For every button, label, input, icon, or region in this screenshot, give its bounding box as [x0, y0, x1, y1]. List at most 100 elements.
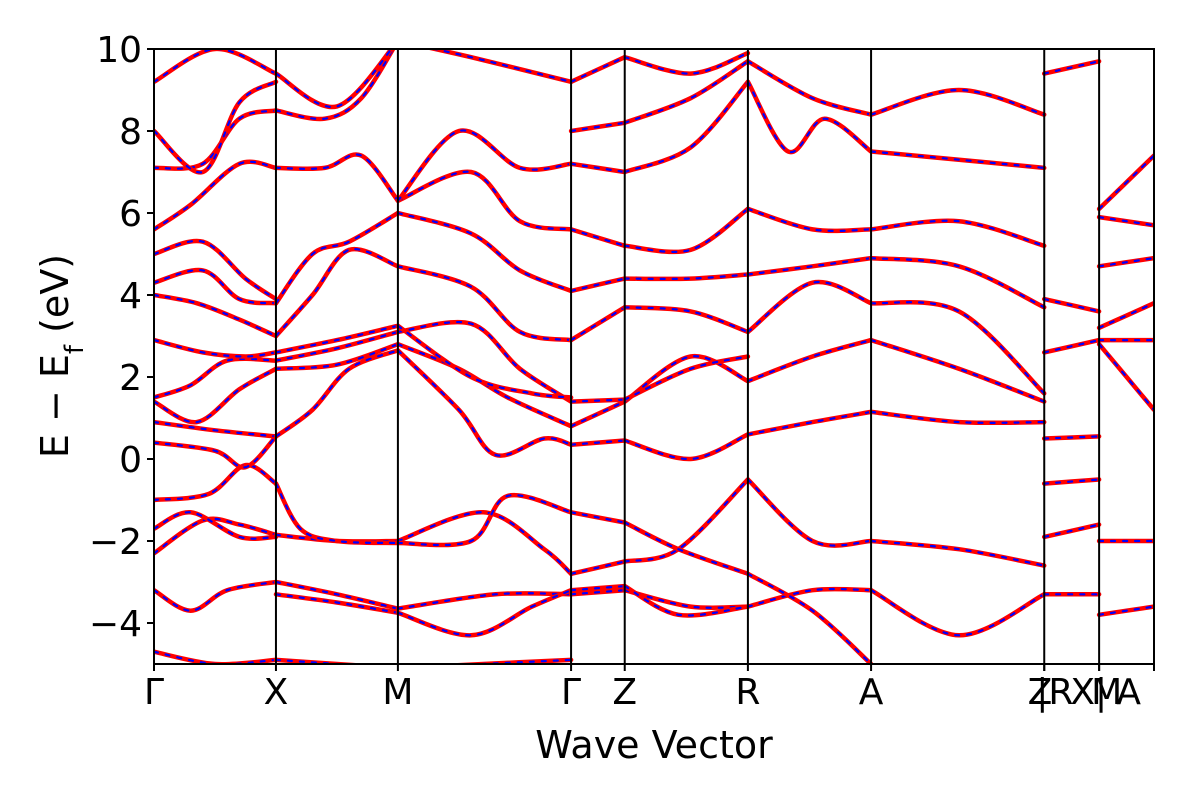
band-line-blue-7-4 [1043, 339, 1101, 354]
band-line-blue-6-1 [870, 539, 1046, 567]
band-line-blue-8-0 [1098, 605, 1154, 616]
band-line-blue-4-2 [623, 478, 749, 563]
band-line-blue-2-12 [396, 129, 573, 202]
band-line-red-0-13 [154, 159, 279, 232]
band-line-blue-3-9 [570, 228, 626, 247]
band-line-red-6-3 [868, 337, 1047, 404]
band-line-red-4-11 [622, 59, 751, 126]
band-line-blue-8-6 [1098, 154, 1154, 210]
x-tick-label-1: X [264, 672, 289, 713]
band-line-blue-5-6 [746, 257, 873, 276]
band-line-blue-6-3 [870, 339, 1046, 403]
band-line-red-1-9 [273, 246, 401, 339]
band-line-blue-4-3 [623, 521, 749, 575]
band-line-red-4-2 [622, 477, 751, 564]
band-line-red-4-6 [622, 354, 751, 402]
x-tick-label-4: Z [612, 672, 637, 713]
band-line-red-6-1 [868, 538, 1047, 568]
band-line-blue-5-2 [746, 572, 873, 664]
band-line-blue-4-10 [623, 80, 749, 174]
band-line-blue-6-8 [870, 88, 1046, 116]
band-line-red-5-9 [745, 59, 874, 117]
band-line-blue-5-1 [746, 478, 873, 547]
band-line-blue-1-13 [274, 49, 393, 109]
band-line-blue-4-7 [623, 306, 749, 333]
y-ticks: −4 −2 0 2 4 6 8 10 [89, 30, 154, 645]
y-tick-label-1: −2 [89, 522, 142, 563]
band-line-red-1-4 [273, 481, 401, 546]
band-line-blue-4-4 [623, 433, 749, 461]
band-line-blue-2-1 [396, 592, 573, 610]
band-line-blue-3-7 [570, 306, 626, 342]
band-line-red-1-11 [273, 152, 401, 203]
band-line-blue-1-0 [274, 658, 354, 664]
band-line-blue-4-6 [623, 355, 749, 401]
band-line-red-2-0 [436, 657, 574, 664]
y-tick-label-3: 2 [119, 358, 142, 399]
band-line-blue-4-1 [623, 585, 749, 617]
x-tick-label-0: Γ [144, 672, 164, 713]
band-line-blue-0-5 [154, 435, 278, 469]
band-line-blue-1-4 [274, 482, 399, 545]
band-line-blue-4-12 [623, 52, 749, 75]
band-lines [154, 49, 1154, 664]
band-line-blue-1-5 [274, 349, 399, 438]
plot-frame [153, 48, 1155, 665]
band-line-red-4-3 [622, 520, 751, 577]
band-line-red-5-5 [745, 279, 874, 335]
band-line-blue-1-6 [274, 343, 399, 370]
band-line-red-3-7 [568, 305, 627, 343]
band-line-blue-1-1 [274, 580, 399, 610]
band-line-blue-4-9 [623, 207, 749, 254]
band-line-blue-0-2 [154, 517, 278, 555]
band-line-blue-2-10 [396, 211, 573, 292]
band-line-blue-2-3 [396, 511, 573, 575]
y-tick-label-5: 6 [119, 194, 142, 235]
band-line-red-5-8 [745, 79, 874, 155]
band-line-red-6-8 [868, 87, 1047, 117]
band-line-blue-6-4 [870, 301, 1046, 395]
band-line-blue-1-8 [274, 324, 399, 354]
band-line-red-6-0 [868, 587, 1047, 638]
band-line-blue-5-3 [746, 410, 873, 436]
band-line-blue-2-5 [396, 349, 573, 457]
band-line-blue-3-8 [570, 277, 626, 292]
band-line-blue-6-7 [870, 150, 1046, 169]
band-line-blue-1-10 [274, 211, 399, 305]
band-line-red-4-12 [622, 50, 751, 76]
band-line-blue-6-6 [870, 219, 1046, 247]
band-line-red-4-5 [622, 354, 751, 404]
band-line-blue-8-5 [1098, 257, 1154, 268]
band-line-blue-6-5 [870, 257, 1046, 309]
band-line-blue-2-2 [396, 589, 573, 637]
y-tick-label-7: 10 [96, 30, 142, 71]
x-ticks: Γ X M Γ Z R A Z|RX|MA [144, 664, 1155, 713]
band-line-blue-0-7 [154, 367, 278, 424]
band-line-blue-7-5 [1043, 298, 1101, 313]
band-line-red-4-9 [622, 206, 751, 255]
band-line-blue-0-11 [154, 268, 278, 305]
band-line-blue-8-4 [1098, 302, 1154, 329]
band-line-blue-5-4 [746, 339, 873, 383]
band-line-blue-3-12 [570, 56, 626, 83]
band-line-blue-0-16 [154, 49, 278, 83]
band-line-blue-3-11 [570, 121, 626, 133]
x-tick-label-7: Z [1028, 672, 1053, 713]
band-line-blue-4-8 [623, 273, 749, 281]
band-line-red-8-2 [1096, 341, 1154, 413]
band-line-blue-1-2 [274, 593, 399, 614]
band-line-red-2-10 [395, 210, 574, 294]
band-line-red-0-12 [154, 238, 279, 302]
band-line-blue-2-4 [396, 494, 573, 547]
band-line-red-5-4 [745, 337, 874, 384]
band-line-blue-0-4 [154, 463, 278, 502]
band-line-blue-6-2 [870, 410, 1046, 424]
band-line-blue-3-2 [570, 560, 626, 575]
band-line-blue-3-6 [570, 398, 626, 403]
x-tick-label-5: R [735, 672, 760, 713]
band-line-blue-0-15 [154, 80, 278, 174]
band-line-blue-0-6 [154, 421, 278, 438]
x-tick-label-8: |R [1036, 672, 1073, 713]
band-line-blue-7-2 [1043, 478, 1101, 485]
